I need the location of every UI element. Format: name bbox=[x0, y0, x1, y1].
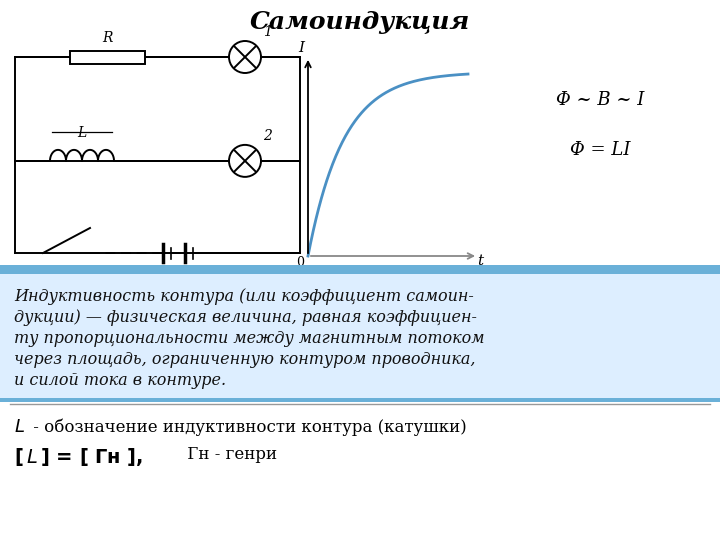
Circle shape bbox=[229, 41, 261, 73]
Text: I: I bbox=[298, 41, 304, 55]
Text: Φ = LI: Φ = LI bbox=[570, 141, 630, 159]
Text: дукции) — физическая величина, равная коэффициен-: дукции) — физическая величина, равная ко… bbox=[14, 309, 477, 326]
Text: t: t bbox=[477, 254, 483, 268]
Text: 1: 1 bbox=[263, 25, 272, 39]
Text: Самоиндукция: Самоиндукция bbox=[250, 10, 470, 34]
Bar bbox=[0, 272, 720, 402]
Text: $\mathbf{[}$$\mathit{\,L\,}$$\mathbf{]}$$\mathbf{\,=\,[}$$\mathbf{\ Гн\ }$$\math: $\mathbf{[}$$\mathit{\,L\,}$$\mathbf{]}$… bbox=[14, 446, 143, 468]
Text: ту пропорциональности между магнитным потоком: ту пропорциональности между магнитным по… bbox=[14, 330, 485, 347]
Circle shape bbox=[229, 145, 261, 177]
Text: 2: 2 bbox=[263, 129, 272, 143]
Text: Гн - генри: Гн - генри bbox=[182, 446, 277, 463]
Text: Индуктивность контура (или коэффициент самоин-: Индуктивность контура (или коэффициент с… bbox=[14, 288, 474, 305]
Bar bbox=[70, 51, 145, 64]
Text: и силой тока в контуре.: и силой тока в контуре. bbox=[14, 372, 226, 389]
Text: через площадь, ограниченную контуром проводника,: через площадь, ограниченную контуром про… bbox=[14, 351, 475, 368]
Text: L: L bbox=[77, 126, 86, 140]
Text: R: R bbox=[102, 30, 113, 44]
Text: - обозначение индуктивности контура (катушки): - обозначение индуктивности контура (кат… bbox=[28, 418, 467, 435]
Text: Φ ~ B ~ I: Φ ~ B ~ I bbox=[556, 91, 644, 109]
Text: $\mathit{L}$: $\mathit{L}$ bbox=[14, 418, 25, 436]
Text: 0: 0 bbox=[296, 255, 304, 268]
